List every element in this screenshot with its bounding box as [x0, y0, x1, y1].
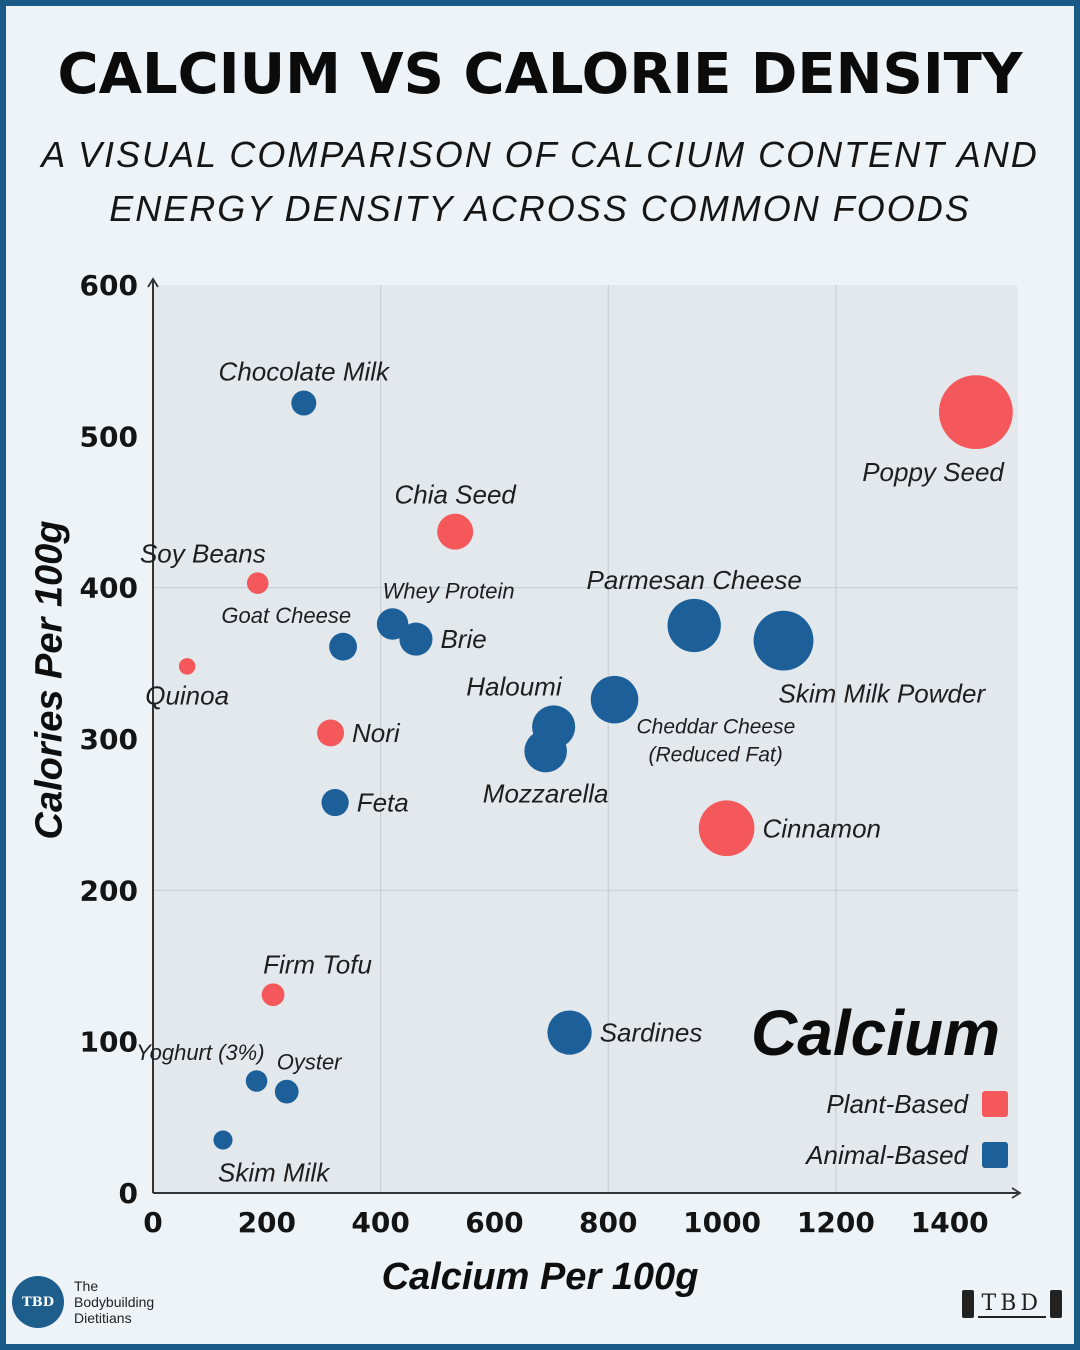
brand-logo-left: TBD The Bodybuilding Dietitians [12, 1276, 154, 1328]
data-point [329, 632, 357, 661]
y-tick-label: 0 [119, 1177, 138, 1210]
y-tick-label: 600 [80, 269, 138, 302]
data-label-line-2: (Reduced Fat) [649, 744, 783, 767]
data-point [274, 1079, 299, 1104]
brand-name: The Bodybuilding Dietitians [74, 1278, 154, 1326]
brand-name-line-2: Bodybuilding [74, 1294, 155, 1310]
data-point [547, 1010, 592, 1055]
x-tick-label: 1000 [683, 1206, 761, 1239]
data-label: Goat Cheese [221, 603, 351, 628]
data-point [524, 729, 567, 773]
y-tick-label: 400 [80, 572, 138, 605]
y-tick-label: 300 [80, 723, 138, 756]
legend-plant-label: Plant-Based [826, 1088, 968, 1119]
plot-area [153, 285, 1018, 1193]
data-label: Skim Milk [218, 1158, 331, 1188]
dumbbell-icon [961, 1290, 974, 1318]
x-tick-label: 200 [238, 1206, 296, 1239]
y-tick-label: 200 [80, 874, 138, 907]
x-tick-label: 600 [465, 1206, 523, 1239]
x-tick-label: 400 [351, 1206, 409, 1239]
data-point [261, 983, 285, 1007]
data-label: Feta [357, 788, 409, 818]
data-label: Cinnamon [762, 813, 881, 843]
legend-animal-label: Animal-Based [806, 1139, 968, 1170]
data-point [321, 788, 349, 817]
data-point [246, 572, 269, 594]
data-point [753, 610, 814, 671]
chart-title: CALCIUM VS CALORIE DENSITY [57, 42, 1023, 107]
data-label: Cheddar Cheese [637, 716, 796, 739]
x-axis-title: Calcium Per 100g [381, 1256, 699, 1298]
brand-logo-right: TBD [958, 1290, 1066, 1318]
data-point [291, 390, 317, 416]
data-label: Yoghurt (3%) [136, 1040, 264, 1065]
data-label: Chocolate Milk [219, 357, 392, 387]
x-tick-label: 1200 [797, 1206, 875, 1239]
data-point [376, 608, 409, 640]
legend-title: Calcium [751, 997, 1000, 1069]
x-tick-label: 0 [143, 1206, 162, 1239]
legend-animal: Animal-Based [806, 1140, 1008, 1170]
legend-animal-swatch [982, 1142, 1008, 1168]
brand-mark-right: TBD [977, 1291, 1046, 1318]
data-point [317, 719, 345, 747]
data-label: Sardines [600, 1018, 703, 1048]
data-point [667, 598, 721, 653]
data-label: Parmesan Cheese [587, 565, 802, 595]
data-label: Oyster [277, 1050, 343, 1075]
data-label: Poppy Seed [862, 457, 1005, 487]
data-point [399, 622, 433, 656]
brand-name-line-3: Dietitians [74, 1310, 132, 1326]
data-label: Haloumi [466, 671, 563, 701]
data-label: Mozzarella [483, 778, 609, 808]
y-tick-label: 500 [80, 420, 138, 453]
y-tick-label: 100 [80, 1026, 138, 1059]
data-label: Chia Seed [394, 480, 517, 510]
data-label: Brie [440, 624, 486, 654]
y-axis-title: Calories Per 100g [28, 520, 71, 840]
data-point [437, 513, 474, 550]
y-axis-arrow [147, 277, 159, 288]
data-point [178, 658, 196, 675]
x-tick-label: 800 [579, 1206, 637, 1239]
brand-name-line-1: The [74, 1278, 99, 1294]
brand-badge-text: TBD [22, 1294, 54, 1310]
data-label: Whey Protein [383, 578, 515, 603]
chart-subtitle-line-1: A VISUAL COMPARISON OF CALCIUM CONTENT A… [41, 134, 1039, 175]
chart-subtitle-line-2: ENERGY DENSITY ACROSS COMMON FOODS [109, 188, 971, 229]
data-point [213, 1130, 233, 1150]
fork-icon [1050, 1290, 1062, 1318]
data-point [245, 1070, 268, 1092]
data-label: Soy Beans [140, 538, 266, 568]
data-point [938, 375, 1013, 450]
data-label: Firm Tofu [263, 949, 372, 979]
legend-plant-swatch [982, 1091, 1008, 1117]
data-point [698, 800, 755, 857]
data-point [590, 675, 639, 724]
data-label: Nori [352, 718, 401, 748]
legend-plant: Plant-Based [826, 1089, 1008, 1119]
x-axis-arrow [1011, 1187, 1022, 1199]
data-label: Quinoa [145, 681, 229, 711]
data-label: Skim Milk Powder [779, 679, 987, 709]
x-tick-label: 1400 [911, 1206, 989, 1239]
brand-badge-icon: TBD [12, 1276, 64, 1328]
